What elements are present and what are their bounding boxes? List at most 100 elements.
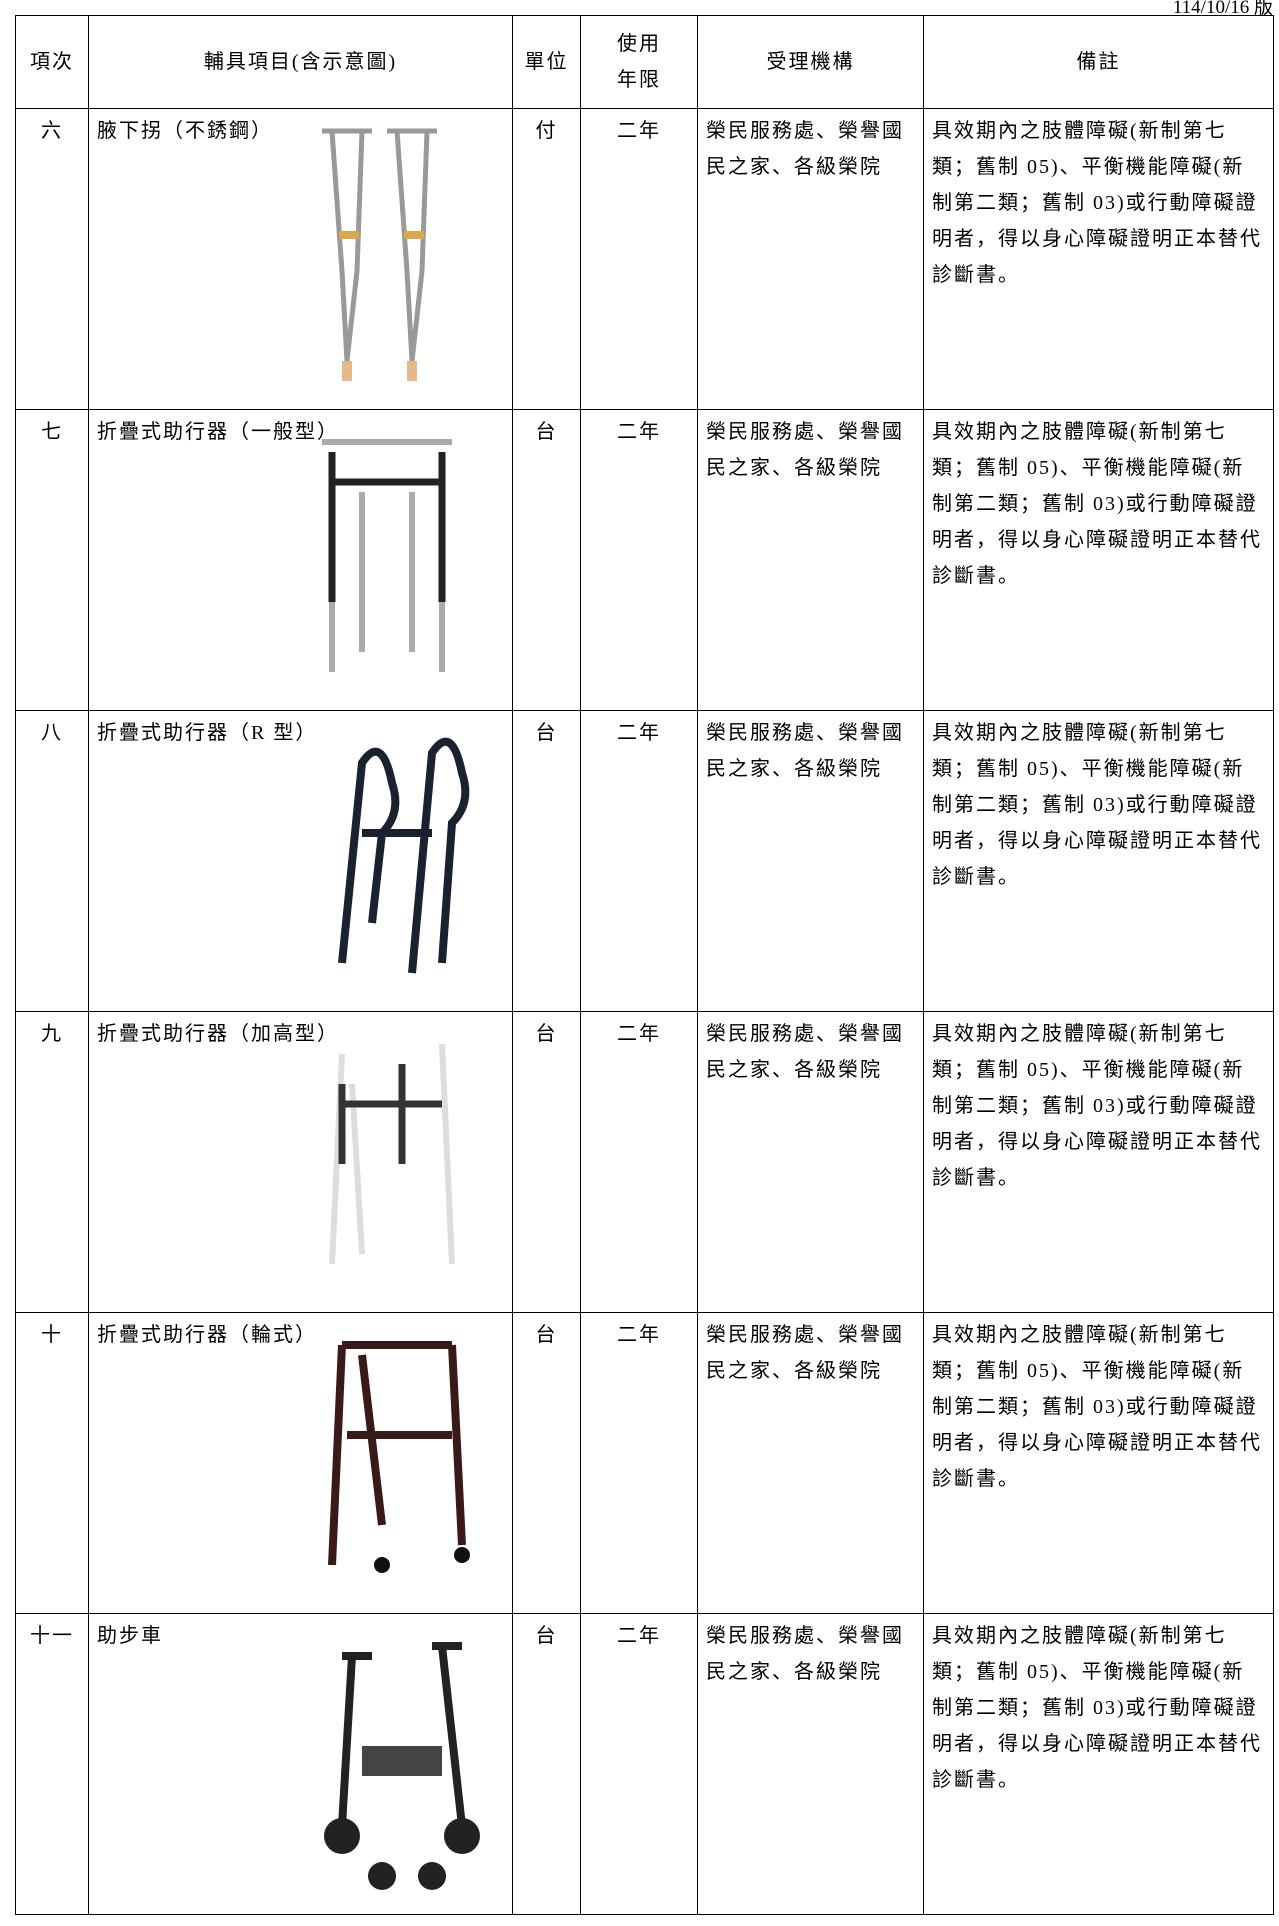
table-cell: 台 — [512, 1613, 581, 1915]
table-cell: 付 — [512, 108, 581, 410]
cell-text: 八 — [41, 722, 63, 744]
cell-text: 二年 — [617, 1023, 661, 1045]
cell-text: 具效期內之肢體障礙(新制第七類；舊制 05)、平衡機能障礙(新制第二類；舊制 0… — [932, 1625, 1262, 1791]
table-cell: 具效期內之肢體障礙(新制第七類；舊制 05)、平衡機能障礙(新制第二類；舊制 0… — [923, 1312, 1274, 1614]
cell-text: 折疊式助行器（一般型） — [97, 421, 339, 443]
table-row: 七 折疊式助行器（一般型） 台 二年 榮民服務處、榮譽國民之家、各級榮院 具效期內之肢體障… — [15, 409, 1274, 711]
table-cell: 榮民服務處、榮譽國民之家、各級榮院 — [697, 710, 924, 1012]
table-cell: 具效期內之肢體障礙(新制第七類；舊制 05)、平衡機能障礙(新制第二類；舊制 0… — [923, 1613, 1274, 1915]
table-cell: 十 — [15, 1312, 89, 1614]
table-cell: 二年 — [580, 1011, 698, 1313]
cell-text: 榮民服務處、榮譽國民之家、各級榮院 — [706, 421, 904, 479]
table-cell: 折疊式助行器（R 型） — [88, 710, 513, 1012]
cell-text: 七 — [41, 421, 63, 443]
column-header: 單位 — [512, 15, 581, 109]
column-header-text: 使用年限 — [617, 33, 661, 91]
column-header: 使用年限 — [580, 15, 698, 109]
table-cell: 二年 — [580, 1312, 698, 1614]
table-cell: 六 — [15, 108, 89, 410]
table-row: 十一 助步車 台 二年 榮民服務處、榮譽國民之家、各級榮院 具效期內之肢體障礙(新制第七類… — [15, 1613, 1274, 1915]
table-cell: 榮民服務處、榮譽國民之家、各級榮院 — [697, 108, 924, 410]
table-cell: 二年 — [580, 1613, 698, 1915]
table-cell: 榮民服務處、榮譽國民之家、各級榮院 — [697, 409, 924, 711]
column-header-text: 輔具項目(含示意圖) — [203, 51, 398, 73]
column-header: 輔具項目(含示意圖) — [88, 15, 513, 109]
cell-text: 台 — [535, 1324, 558, 1346]
table-row: 六 腋下拐（不銹鋼） 付 二年 榮民服務處、榮譽國民之家、各級榮院 具效期內之肢體障礙(新… — [15, 108, 1274, 410]
table-cell: 折疊式助行器（輪式） — [88, 1312, 513, 1614]
cell-text: 助步車 — [97, 1625, 163, 1647]
cell-text: 具效期內之肢體障礙(新制第七類；舊制 05)、平衡機能障礙(新制第二類；舊制 0… — [932, 421, 1262, 587]
cell-text: 榮民服務處、榮譽國民之家、各級榮院 — [706, 1625, 904, 1683]
column-header: 受理機構 — [697, 15, 924, 109]
cell-text: 二年 — [617, 1625, 661, 1647]
cell-text: 台 — [535, 1625, 558, 1647]
cell-text: 台 — [535, 1023, 558, 1045]
item-illustration — [328, 1341, 470, 1573]
cell-text: 二年 — [617, 722, 661, 744]
table-cell: 台 — [512, 409, 581, 711]
column-header-text: 項次 — [30, 51, 74, 73]
item-illustration — [324, 1642, 480, 1890]
item-illustration — [338, 737, 470, 974]
cell-text: 具效期內之肢體障礙(新制第七類；舊制 05)、平衡機能障礙(新制第二類；舊制 0… — [932, 120, 1262, 286]
table-body: 六腋下拐（不銹鋼）付二年 榮民服務處、榮譽國民之家、各級榮院 具效期內之肢體障礙(新… — [15, 108, 1274, 1915]
cell-text: 具效期內之肢體障礙(新制第七類；舊制 05)、平衡機能障礙(新制第二類；舊制 0… — [932, 722, 1262, 888]
column-header: 備註 — [923, 15, 1274, 109]
item-illustration — [329, 1043, 455, 1265]
cell-text: 十 — [41, 1324, 63, 1346]
cell-text: 六 — [41, 120, 63, 142]
table-cell: 台 — [512, 710, 581, 1012]
cell-text: 台 — [535, 421, 558, 443]
cell-text: 折疊式助行器（加高型） — [97, 1023, 339, 1045]
table-row: 十 折疊式助行器（輪式） 台 二年 榮民服務處、榮譽國民之家、各級榮院 具效期內之肢體障礙… — [15, 1312, 1274, 1614]
cell-text: 十一 — [30, 1625, 74, 1647]
cell-text: 榮民服務處、榮譽國民之家、各級榮院 — [706, 120, 904, 178]
cell-text: 二年 — [617, 421, 661, 443]
cell-text: 折疊式助行器（輪式） — [97, 1324, 317, 1346]
header-row: 項次 輔具項目(含示意圖) 單位 使用年限 受理機構 備註 — [15, 15, 1274, 109]
table-cell: 具效期內之肢體障礙(新制第七類；舊制 05)、平衡機能障礙(新制第二類；舊制 0… — [923, 409, 1274, 711]
table-cell: 具效期內之肢體障礙(新制第七類；舊制 05)、平衡機能障礙(新制第二類；舊制 0… — [923, 710, 1274, 1012]
cell-text: 榮民服務處、榮譽國民之家、各級榮院 — [706, 1023, 904, 1081]
cell-text: 腋下拐（不銹鋼） — [97, 120, 273, 142]
table-cell: 折疊式助行器（加高型） — [88, 1011, 513, 1313]
table-cell: 台 — [512, 1312, 581, 1614]
table-cell: 二年 — [580, 710, 698, 1012]
column-header-text: 備註 — [1076, 51, 1121, 73]
table-cell: 八 — [15, 710, 89, 1012]
table-cell: 助步車 — [88, 1613, 513, 1915]
cell-text: 九 — [41, 1023, 63, 1045]
table-row: 九 折疊式助行器（加高型） 台 二年 榮民服務處、榮譽國民之家、各級榮院 具效期內之肢體障… — [15, 1011, 1274, 1313]
table-cell: 台 — [512, 1011, 581, 1313]
aids-table: 項次 輔具項目(含示意圖) 單位 使用年限 受理機構 備註 六腋下拐（不銹鋼）付二年 榮民服… — [15, 15, 1274, 1915]
table-cell: 腋下拐（不銹鋼） — [88, 108, 513, 410]
cell-text: 榮民服務處、榮譽國民之家、各級榮院 — [706, 1324, 904, 1382]
cell-text: 榮民服務處、榮譽國民之家、各級榮院 — [706, 722, 904, 780]
item-illustration — [322, 128, 437, 381]
table-cell: 具效期內之肢體障礙(新制第七類；舊制 05)、平衡機能障礙(新制第二類；舊制 0… — [923, 108, 1274, 410]
column-header-text: 單位 — [524, 51, 569, 73]
cell-text: 具效期內之肢體障礙(新制第七類；舊制 05)、平衡機能障礙(新制第二類；舊制 0… — [932, 1324, 1262, 1490]
table-cell: 七 — [15, 409, 89, 711]
table-cell: 榮民服務處、榮譽國民之家、各級榮院 — [697, 1312, 924, 1614]
column-header-text: 受理機構 — [766, 51, 855, 73]
cell-text: 台 — [535, 722, 558, 744]
table-cell: 二年 — [580, 409, 698, 711]
table-cell: 榮民服務處、榮譽國民之家、各級榮院 — [697, 1613, 924, 1915]
table-cell: 九 — [15, 1011, 89, 1313]
table-cell: 二年 — [580, 108, 698, 410]
table-cell: 折疊式助行器（一般型） — [88, 409, 513, 711]
table-row: 八 折疊式助行器（R 型） 台 二年 榮民服務處、榮譽國民之家、各級榮院 具效期內之肢體障… — [15, 710, 1274, 1012]
table-cell: 榮民服務處、榮譽國民之家、各級榮院 — [697, 1011, 924, 1313]
cell-text: 折疊式助行器（R 型） — [97, 722, 318, 744]
item-illustration — [322, 439, 452, 672]
cell-text: 具效期內之肢體障礙(新制第七類；舊制 05)、平衡機能障礙(新制第二類；舊制 0… — [932, 1023, 1262, 1189]
version-date: 114/10/16 版 — [1172, 0, 1273, 18]
cell-text: 二年 — [617, 1324, 661, 1346]
cell-text: 二年 — [617, 120, 661, 142]
column-header: 項次 — [15, 15, 89, 109]
cell-text: 付 — [535, 120, 558, 142]
table-cell: 具效期內之肢體障礙(新制第七類；舊制 05)、平衡機能障礙(新制第二類；舊制 0… — [923, 1011, 1274, 1313]
